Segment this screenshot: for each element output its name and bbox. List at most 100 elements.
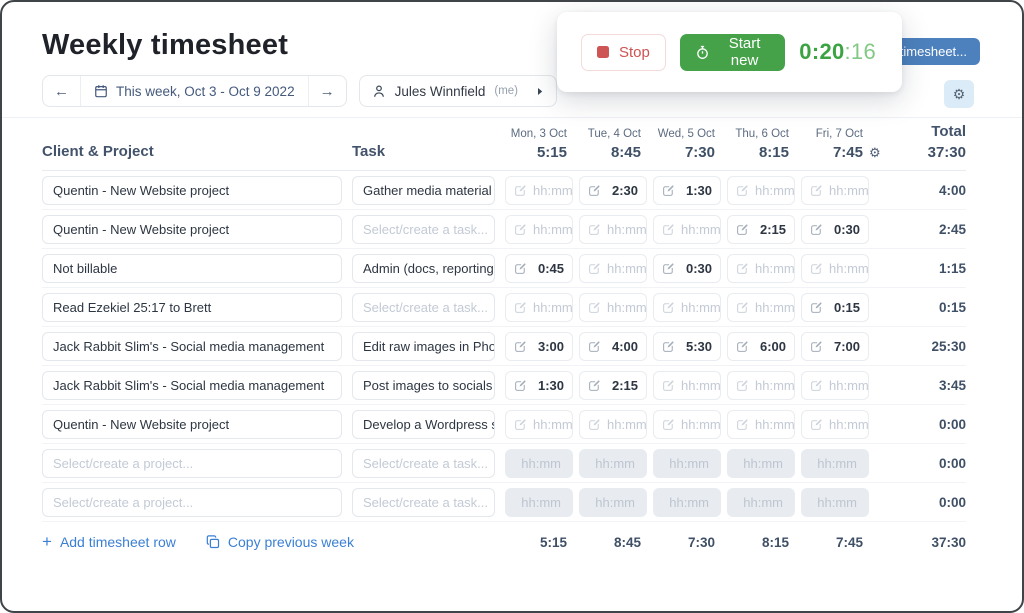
time-cell[interactable]: hh:mm [653, 292, 721, 322]
timesheet-row-3: Not billable Admin (docs, reporting) 0:45 h… [42, 249, 966, 288]
time-cell[interactable]: hh:mm [579, 214, 647, 244]
day-header-label: Thu, 6 Oct [735, 128, 789, 140]
time-cell[interactable]: 0:30 [653, 253, 721, 283]
day-header-2: Tue, 4 Oct 8:45 [579, 128, 647, 161]
project-input[interactable]: Select/create a project... [42, 448, 342, 478]
settings-button[interactable]: ⚙ [944, 80, 974, 108]
time-cell[interactable]: hh:mm [653, 214, 721, 244]
time-cell[interactable]: hh:mm [505, 292, 573, 322]
time-cell[interactable]: hh:mm [653, 370, 721, 400]
row-total: 0:00 [938, 494, 966, 510]
time-cell[interactable]: 4:00 [579, 331, 647, 361]
add-timesheet-row-button[interactable]: + Add timesheet row [42, 533, 176, 550]
time-cell[interactable]: 0:30 [801, 214, 869, 244]
task-input[interactable]: Admin (docs, reporting) [352, 253, 495, 283]
time-cell[interactable]: 7:00 [801, 331, 869, 361]
task-placeholder: Select/create a task... [363, 221, 489, 237]
stop-button[interactable]: Stop [581, 33, 666, 71]
time-cell[interactable]: 6:00 [727, 331, 795, 361]
time-cell[interactable]: 1:30 [505, 370, 573, 400]
time-cell[interactable]: hh:mm [727, 370, 795, 400]
task-value: Post images to socials [363, 377, 493, 393]
previous-week-button[interactable]: ← [43, 76, 81, 106]
time-cell[interactable]: hh:mm [579, 253, 647, 283]
edit-icon [514, 379, 527, 392]
task-input[interactable]: Edit raw images in Phot... [352, 331, 495, 361]
project-input[interactable]: Jack Rabbit Slim's - Social media manage… [42, 331, 342, 361]
project-input[interactable]: Quentin - New Website project [42, 409, 342, 439]
task-input[interactable]: Select/create a task... [352, 487, 495, 517]
task-input[interactable]: Select/create a task... [352, 448, 495, 478]
time-cell[interactable]: hh:mm [727, 409, 795, 439]
next-week-button[interactable]: → [307, 76, 346, 106]
week-range-button[interactable]: This week, Oct 3 - Oct 9 2022 [81, 76, 308, 106]
user-picker[interactable]: Jules Winnfield (me) [358, 75, 557, 107]
time-cell[interactable]: hh:mm [801, 175, 869, 205]
copy-previous-week-button[interactable]: Copy previous week [206, 534, 354, 550]
project-value: Not billable [53, 260, 118, 276]
project-value: Jack Rabbit Slim's - Social media manage… [53, 377, 325, 393]
start-new-button[interactable]: Start new [679, 33, 786, 71]
time-cell[interactable]: hh:mm [653, 409, 721, 439]
day-header-4: Thu, 6 Oct 8:15 [727, 128, 795, 161]
edit-icon [514, 340, 527, 353]
time-cell[interactable]: hh:mm [727, 175, 795, 205]
time-cell[interactable]: hh:mm [727, 253, 795, 283]
edit-icon [588, 340, 601, 353]
time-cell[interactable]: hh:mm [579, 292, 647, 322]
project-value: Quentin - New Website project [53, 221, 230, 237]
time-value: 7:00 [833, 338, 860, 354]
edit-icon [810, 340, 823, 353]
time-cell[interactable]: hh:mm [801, 409, 869, 439]
column-settings-gear-icon[interactable]: ⚙ [869, 145, 881, 160]
day-header-label: Wed, 5 Oct [657, 128, 715, 140]
table-footer-row: + Add timesheet row Copy previous week 5… [42, 522, 966, 562]
edit-icon [810, 418, 823, 431]
time-cell[interactable]: 0:15 [801, 292, 869, 322]
time-cell[interactable]: 2:15 [579, 370, 647, 400]
time-cell[interactable]: hh:mm [579, 409, 647, 439]
time-placeholder: hh:mm [755, 299, 795, 315]
task-input[interactable]: Select/create a task... [352, 214, 495, 244]
project-input[interactable]: Not billable [42, 253, 342, 283]
time-cell[interactable]: hh:mm [801, 370, 869, 400]
time-placeholder: hh:mm [521, 494, 561, 510]
time-cell[interactable]: hh:mm [505, 214, 573, 244]
project-input[interactable]: Quentin - New Website project [42, 175, 342, 205]
time-cell[interactable]: hh:mm [727, 292, 795, 322]
footer-day-total-2: 8:45 [613, 534, 641, 550]
time-cell[interactable]: hh:mm [505, 409, 573, 439]
task-input[interactable]: Gather media material [352, 175, 495, 205]
time-cell[interactable]: hh:mm [801, 253, 869, 283]
time-cell[interactable]: 0:45 [505, 253, 573, 283]
time-cell[interactable]: 2:30 [579, 175, 647, 205]
project-input[interactable]: Quentin - New Website project [42, 214, 342, 244]
edit-icon [810, 262, 823, 275]
stopwatch-icon [695, 45, 710, 60]
project-input[interactable]: Select/create a project... [42, 487, 342, 517]
time-value: 4:00 [611, 338, 638, 354]
day-header-total: 8:45 [610, 144, 641, 161]
project-input[interactable]: Read Ezekiel 25:17 to Brett [42, 292, 342, 322]
time-cell-disabled: hh:mm [801, 448, 869, 478]
person-icon [372, 84, 386, 98]
time-placeholder: hh:mm [755, 260, 795, 276]
footer-actions: + Add timesheet row Copy previous week [42, 533, 505, 550]
time-cell[interactable]: hh:mm [505, 175, 573, 205]
time-cell[interactable]: 2:15 [727, 214, 795, 244]
edit-icon [662, 262, 675, 275]
row-total: 0:00 [938, 416, 966, 432]
task-input[interactable]: Develop a Wordpress si... [352, 409, 495, 439]
project-input[interactable]: Jack Rabbit Slim's - Social media manage… [42, 370, 342, 400]
time-cell[interactable]: 1:30 [653, 175, 721, 205]
edit-icon [588, 379, 601, 392]
week-range-label: This week, Oct 3 - Oct 9 2022 [116, 83, 295, 99]
task-input[interactable]: Post images to socials [352, 370, 495, 400]
time-cell[interactable]: 3:00 [505, 331, 573, 361]
task-input[interactable]: Select/create a task... [352, 292, 495, 322]
calendar-icon [94, 84, 108, 98]
time-placeholder: hh:mm [607, 221, 647, 237]
edit-icon [662, 301, 675, 314]
task-placeholder: Select/create a task... [363, 299, 489, 315]
time-cell[interactable]: 5:30 [653, 331, 721, 361]
